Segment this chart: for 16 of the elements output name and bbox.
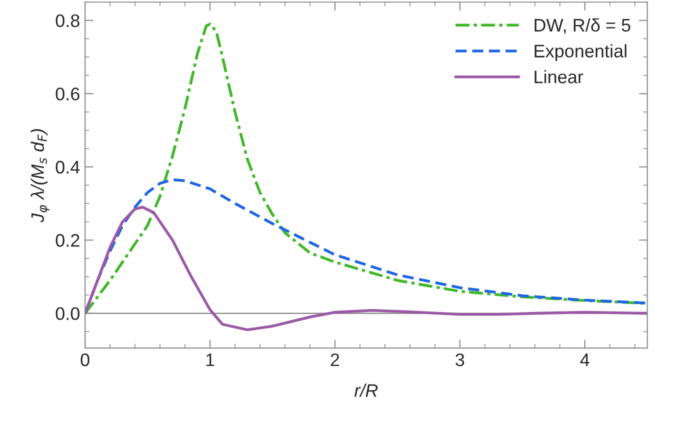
y-tick-label: 0.4: [56, 160, 80, 174]
y-tick-label: 0.8: [56, 14, 80, 28]
x-tick-label: 2: [330, 353, 340, 366]
line-series: [85, 206, 648, 332]
x-tick-label: 0: [80, 353, 90, 366]
x-tick-label: 3: [456, 353, 464, 366]
x-tick-label: 1: [206, 354, 214, 366]
legend-label: DW, R/δ = 5: [534, 18, 630, 34]
legend-label: Linear: [534, 70, 584, 84]
x-axis-title: r/R: [354, 384, 378, 397]
x-tick-label: 4: [580, 354, 590, 366]
y-axis-title: J$_{φ}$ λ/(M$_{s}$ d$_{F}$): [30, 129, 50, 222]
y-tick-label: 0.6: [56, 88, 80, 100]
y-tick-label: 0.0: [56, 307, 80, 320]
y-tick-label: 0.2: [56, 234, 80, 247]
legend-label: Exponential: [534, 44, 626, 62]
